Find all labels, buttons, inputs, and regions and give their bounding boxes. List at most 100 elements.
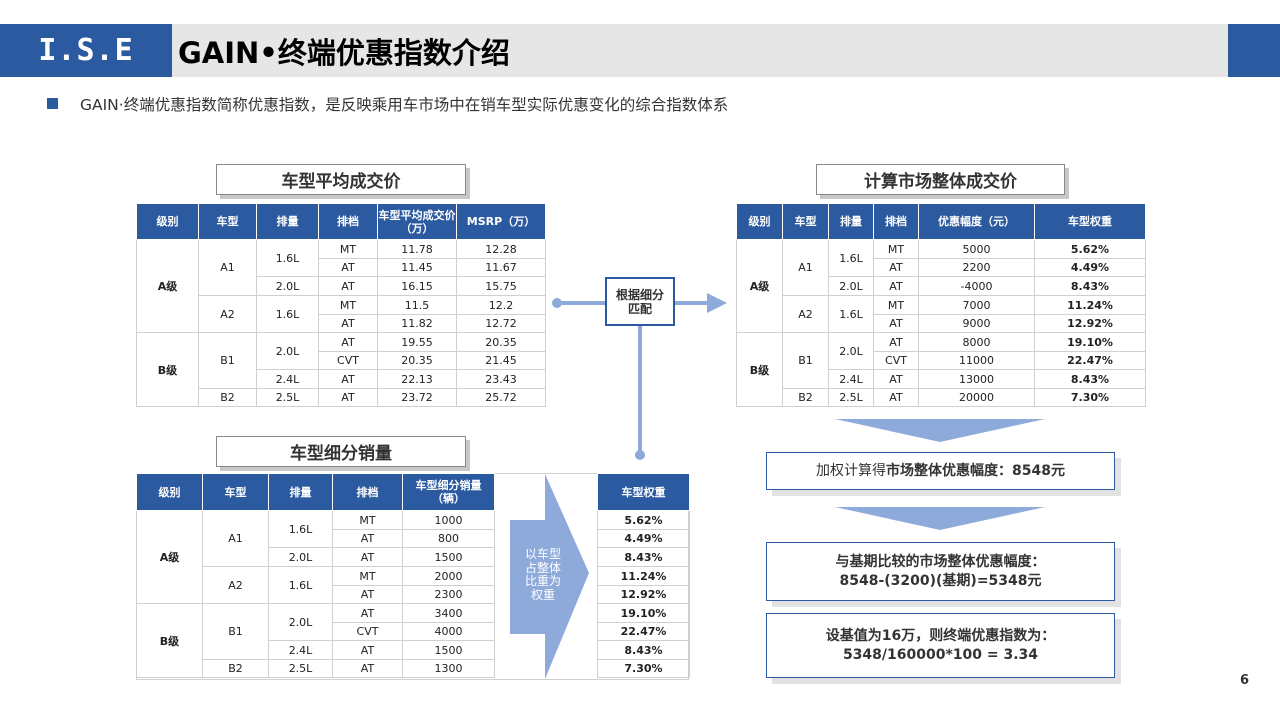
table-row: 4.49% <box>597 529 690 548</box>
disp-cell: 2.0L <box>828 276 874 296</box>
disp-cell: 2.0L <box>828 332 874 370</box>
table-header-row: 级别 车型 排量 排档 车型平均成交价（万） MSRP（万） <box>136 203 546 240</box>
value-cell: 11.82 <box>377 314 457 333</box>
value-cell: 16.15 <box>377 276 457 296</box>
model-cell: B1 <box>202 603 269 660</box>
arrow-right-head <box>707 293 727 313</box>
value-cell: 11000 <box>918 351 1035 370</box>
gear-cell: AT <box>332 585 403 604</box>
table-row: 22.47% <box>597 622 690 641</box>
col-header: 车型平均成交价（万） <box>377 203 457 240</box>
index-result-line1: 设基值为16万，则终端优惠指数为： <box>825 627 1056 644</box>
table-row: B级 B1 2.0L AT 8000 19.10% <box>736 332 1146 407</box>
gear-cell: CVT <box>332 622 403 641</box>
weight-cell: 7.30% <box>1034 388 1146 407</box>
weight-cell: 8.43% <box>1034 369 1146 389</box>
value-cell: 23.72 <box>377 388 457 407</box>
disp-cell: 2.5L <box>256 388 319 407</box>
table-row: 11.24% <box>597 566 690 586</box>
weight-cell: 5.62% <box>597 510 690 530</box>
gear-cell: CVT <box>318 351 378 370</box>
value-cell: 22.13 <box>377 369 457 389</box>
table-row: A级 A1 1.6L MT 5000 5.62% <box>736 239 1146 333</box>
table-row: A2 1.6L MT 7000 11.24% <box>737 295 1146 333</box>
avg-price-table: 级别 车型 排量 排档 车型平均成交价（万） MSRP（万） A级 A1 1.6… <box>136 203 546 407</box>
weight-cell: 12.92% <box>1034 314 1146 333</box>
value-cell: 19.55 <box>377 332 457 352</box>
table-row: 2.4L AT 13000 8.43% <box>737 369 1146 389</box>
disp-cell: 2.4L <box>268 640 333 660</box>
gear-cell: CVT <box>873 351 919 370</box>
disp-cell: 1.6L <box>828 239 874 277</box>
level-cell: B级 <box>736 332 783 407</box>
value-cell: 3400 <box>402 603 495 623</box>
gear-cell: AT <box>332 529 403 548</box>
disp-cell: 2.0L <box>256 332 319 370</box>
weight-cell: 8.43% <box>1034 276 1146 296</box>
col-header: 优惠幅度（元） <box>918 203 1035 240</box>
table-row: B级 B1 2.0L AT 19.55 20.35 <box>136 332 546 407</box>
gear-cell: AT <box>318 332 378 352</box>
value-cell: 12.72 <box>456 314 546 333</box>
gear-cell: MT <box>873 239 919 259</box>
level-cell: B级 <box>136 603 203 678</box>
down-arrow-2 <box>835 507 1045 530</box>
base-comparison-line2: 8548-(3200)(基期)=5348元 <box>839 572 1042 589</box>
weights-table: 车型权重 5.62% 4.49% 8.43% 11.24% 12.92% 19.… <box>597 473 690 678</box>
table-row: 2.4L AT 1500 <box>137 640 495 660</box>
table-row: 19.10% <box>597 603 690 623</box>
value-cell: 1300 <box>402 659 495 678</box>
table-row: 8.43% <box>597 640 690 660</box>
level-cell: A级 <box>136 239 199 333</box>
model-cell: B2 <box>782 388 829 407</box>
disp-cell: 2.0L <box>256 276 319 296</box>
value-cell: 2000 <box>402 566 495 586</box>
match-box-line2: 匹配 <box>627 301 652 316</box>
table-header-row: 车型权重 <box>597 473 690 511</box>
gear-cell: AT <box>873 332 919 352</box>
table-row: 2.0L AT 1500 <box>137 547 495 567</box>
connector-dot-down <box>635 450 645 460</box>
value-cell: 12.28 <box>456 239 546 259</box>
model-cell: A2 <box>202 566 269 604</box>
value-cell: 13000 <box>918 369 1035 389</box>
gear-cell: MT <box>318 239 378 259</box>
market-table: 级别 车型 排量 排档 优惠幅度（元） 车型权重 A级 A1 1.6L MT 5… <box>736 203 1146 407</box>
table-header-row: 级别 车型 排量 排档 车型细分销量（辆） <box>136 473 495 511</box>
col-header: 车型细分销量（辆） <box>402 473 495 511</box>
down-arrow-1 <box>835 419 1045 442</box>
connector-dot-left <box>552 298 562 308</box>
value-cell: 20000 <box>918 388 1035 407</box>
table-row: B级 B1 2.0L AT 3400 <box>136 603 495 678</box>
col-header: 车型 <box>202 473 269 511</box>
header-accent <box>1228 24 1280 77</box>
weight-cell: 4.49% <box>1034 258 1146 277</box>
col-header: 排量 <box>256 203 319 240</box>
value-cell: 12.2 <box>456 295 546 315</box>
table-row: A级 A1 1.6L MT 11.78 12.28 <box>136 239 546 333</box>
value-cell: 25.72 <box>456 388 546 407</box>
model-cell: A2 <box>198 295 257 333</box>
weighted-result-box: 加权计算得 市场整体优惠幅度：8548元 <box>766 452 1115 490</box>
gear-cell: AT <box>318 388 378 407</box>
page-number: 6 <box>1240 673 1250 688</box>
index-result-box: 设基值为16万，则终端优惠指数为： 5348/160000*100 = 3.34 <box>766 613 1115 678</box>
table-row: CVT 4000 <box>137 622 495 641</box>
gear-cell: AT <box>332 659 403 678</box>
table-row: 12.92% <box>597 585 690 604</box>
weight-cell: 8.43% <box>597 547 690 567</box>
table-header-row: 级别 车型 排量 排档 优惠幅度（元） 车型权重 <box>736 203 1146 240</box>
base-comparison-box: 与基期比较的市场整体优惠幅度： 8548-(3200)(基期)=5348元 <box>766 542 1115 601</box>
weight-arrow-shape <box>510 474 589 679</box>
model-cell: A1 <box>198 239 257 296</box>
value-cell: 15.75 <box>456 276 546 296</box>
col-header: 排档 <box>873 203 919 240</box>
value-cell: 1000 <box>402 510 495 530</box>
gear-cell: MT <box>332 566 403 586</box>
table-row: 5.62% <box>597 510 690 530</box>
disp-cell: 2.4L <box>256 369 319 389</box>
model-cell: B2 <box>198 388 257 407</box>
model-cell: A1 <box>782 239 829 296</box>
gear-cell: AT <box>873 369 919 389</box>
